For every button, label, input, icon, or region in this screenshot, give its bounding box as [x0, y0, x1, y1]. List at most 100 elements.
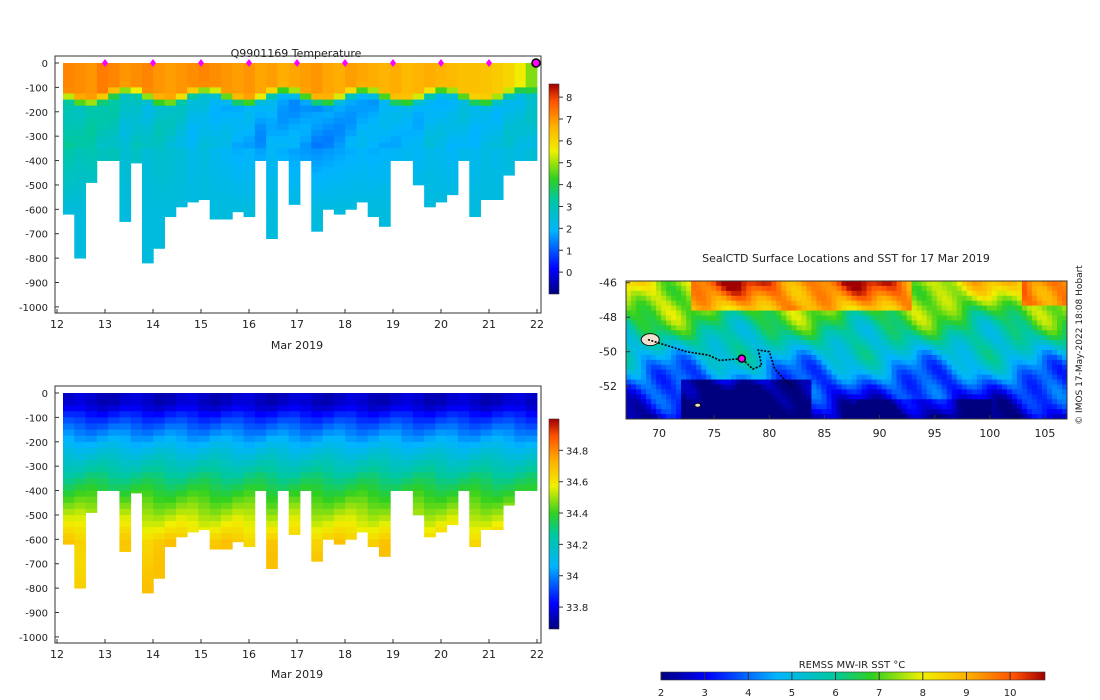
sst-cell	[761, 394, 767, 400]
y-tick-label: -500	[25, 181, 48, 192]
sst-cell	[1041, 320, 1048, 326]
sst-cell	[926, 330, 933, 336]
sst-cell	[731, 384, 737, 390]
salinity-cell	[480, 441, 493, 449]
sst-cell	[781, 404, 787, 410]
sst-cell	[906, 295, 913, 302]
temperature-cell	[401, 136, 414, 143]
salinity-cell	[424, 521, 436, 528]
sst-cell	[881, 354, 887, 361]
sst-cell	[746, 414, 752, 420]
sst-cell	[911, 394, 918, 400]
sst-cell	[961, 315, 968, 321]
sst-cell	[841, 414, 847, 420]
y-tick-label: -900	[25, 609, 48, 620]
temperature-cell	[458, 93, 470, 100]
sst-cell	[791, 340, 797, 346]
sst-cell	[711, 320, 717, 326]
sst-cell	[676, 340, 682, 346]
sst-cell	[626, 359, 632, 366]
sst-cell	[1021, 285, 1028, 292]
sst-cell	[746, 350, 752, 356]
sst-cell	[696, 374, 702, 380]
temperature-cell	[63, 166, 75, 174]
sst-cell	[711, 354, 717, 361]
salinity-cell	[74, 508, 86, 516]
sst-cell	[1061, 295, 1068, 302]
temperature-cell	[63, 203, 75, 210]
sst-cell	[721, 404, 727, 410]
sst-cell	[761, 335, 767, 341]
sst-cell	[906, 359, 913, 366]
salinity-cell	[480, 435, 493, 443]
salinity-cell	[108, 453, 120, 461]
sst-cell	[636, 354, 642, 361]
sst-cell	[911, 364, 918, 371]
sst-cell	[936, 404, 943, 410]
sst-cell	[856, 330, 862, 336]
salinity-cell	[503, 393, 515, 400]
sst-cell	[681, 404, 687, 410]
temperature-cell	[74, 160, 86, 168]
sst-cell	[656, 384, 662, 390]
x-tick-label: 21	[482, 648, 496, 661]
sst-cell	[801, 354, 807, 361]
sst-cell	[1031, 399, 1038, 405]
salinity-cell	[142, 478, 154, 485]
x-tick-label: 20	[434, 648, 448, 661]
sst-cell	[821, 374, 827, 380]
sst-cell	[961, 364, 968, 371]
salinity-cell	[209, 533, 222, 540]
sst-cell	[826, 354, 832, 361]
temperature-cell	[63, 148, 75, 155]
sst-cell	[771, 285, 777, 292]
sst-cell	[1041, 379, 1048, 385]
sst-cell	[711, 345, 717, 351]
y-tick-label: -1000	[19, 303, 48, 314]
temperature-cell	[525, 130, 538, 137]
sst-cell	[631, 281, 637, 287]
sst-cell	[861, 364, 867, 371]
sst-cell	[636, 320, 642, 326]
salinity-cell	[164, 399, 177, 406]
sst-cell	[626, 305, 632, 311]
sst-cell	[901, 310, 908, 316]
sst-cell	[1016, 285, 1023, 292]
sst-cell	[641, 394, 647, 400]
temperature-colorbar	[548, 83, 560, 295]
salinity-cell	[446, 514, 459, 522]
sst-cell	[1016, 394, 1023, 400]
sst-cell	[626, 404, 632, 410]
sst-cell	[756, 340, 762, 346]
sst-cell	[841, 310, 847, 316]
temperature-cell	[119, 172, 132, 180]
salinity-cell	[379, 435, 391, 443]
y-tick-label: -1000	[19, 633, 48, 644]
sst-cell	[961, 320, 968, 326]
temperature-cell	[96, 87, 109, 94]
salinity-cell	[85, 478, 98, 485]
sst-cell	[816, 295, 822, 302]
sst-cell	[986, 340, 993, 346]
salinity-cell	[187, 521, 199, 528]
sst-cell	[961, 345, 968, 351]
salinity-cell	[311, 399, 323, 406]
colorbar-tick-label: 2	[566, 224, 572, 235]
sst-cell	[966, 394, 973, 400]
sst-cell	[626, 394, 632, 400]
salinity-cell	[311, 551, 323, 559]
sst-cell	[1001, 335, 1008, 341]
sst-cell	[696, 295, 702, 302]
salinity-cell	[311, 405, 323, 412]
temperature-cell	[514, 111, 527, 119]
sst-cell	[691, 340, 697, 346]
temperature-cell	[356, 197, 369, 203]
sst-cell	[951, 285, 958, 292]
salinity-cell	[446, 502, 459, 510]
temperature-cell	[311, 191, 323, 198]
sst-cell	[1011, 340, 1018, 346]
sst-cell	[941, 325, 948, 331]
x-tick-label: 12	[50, 318, 64, 331]
sst-cell	[761, 345, 767, 351]
sst-cell	[971, 330, 978, 336]
